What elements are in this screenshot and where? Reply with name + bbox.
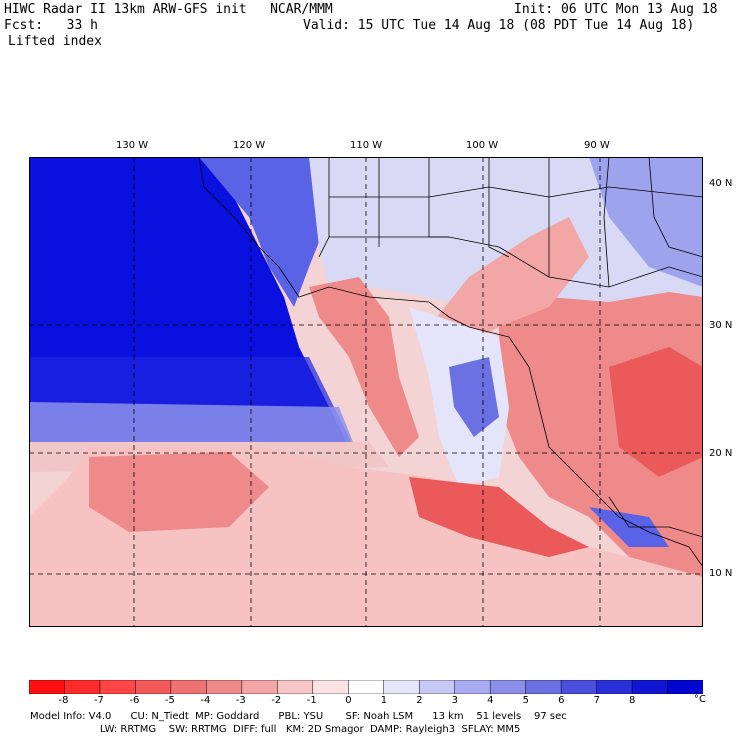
valid-time: Valid: 15 UTC Tue 14 Aug 18 (08 PDT Tue … [303,18,695,33]
lon-label-120w: 120 W [233,140,266,151]
model-info-line1: Model Info: V4.0 CU: N_Tiedt MP: Goddard… [30,711,567,722]
mexico-blue-core [449,357,499,437]
colorbar-swatch [241,680,279,694]
us-east-blue-region [589,157,703,287]
lon-label-110w: 110 W [350,140,383,151]
lifted-index-map [29,157,703,627]
graticule [29,157,703,627]
gulf-strong-red-region [609,347,703,477]
colorbar-swatch [525,680,562,694]
colorbar-swatch [312,680,350,694]
colorbar-tick-label: 1 [380,695,388,706]
colorbar-tick-label: -5 [164,695,175,706]
colorbar-tick-label: -7 [93,695,104,706]
colorbar-swatch [383,680,420,694]
colorbar-tick-label: 2 [416,695,423,706]
colorbar-tick-label: 8 [629,695,636,706]
colorbar-tick-label: 5 [522,695,529,706]
colorbar-tick-label: 0 [345,695,352,706]
colorbar-swatch [99,680,137,694]
colorbar-swatch [454,680,491,694]
lat-label-10n: 10 N [709,568,733,579]
political-borders [198,157,703,568]
forecast-hour: Fcst: 33 h [4,18,98,33]
colorbar-tick-label: -2 [271,695,282,706]
model-title: HIWC Radar II 13km ARW-GFS init NCAR/MMM [4,2,333,17]
colorbar-tick-label: -1 [306,695,317,706]
lat-label-30n: 30 N [709,320,733,331]
colorbar-swatch [631,680,669,694]
colorbar-swatch [489,680,527,694]
lon-label-130w: 130 W [116,140,149,151]
colorbar-swatch [64,680,101,694]
model-info-line2: LW: RRTMG SW: RRTMG DIFF: full KM: 2D Sm… [30,724,521,735]
map-frame [29,157,703,627]
colorbar-tick-label: -6 [129,695,140,706]
colorbar-swatch [348,680,385,694]
colorbar-tick-label: -8 [58,695,69,706]
colorbar-swatch [667,680,703,694]
baja-sonora-red-region [309,277,419,457]
colorbar-swatch [206,680,243,694]
colorbar-swatch [135,680,172,694]
colorbar [29,680,703,694]
colorbar-swatch [170,680,208,694]
colorbar-swatch [560,680,598,694]
colorbar-tick-label: 4 [487,695,494,706]
colorbar-tick-label: 6 [558,695,565,706]
colorbar-swatch [596,680,633,694]
lat-label-40n: 40 N [709,178,733,189]
init-time: Init: 06 UTC Mon 13 Aug 18 [514,2,718,17]
colorbar-tick-label: -3 [235,695,246,706]
colorbar-tick-label: 7 [593,695,600,706]
colorbar-tick-label: -4 [200,695,211,706]
lat-label-20n: 20 N [709,448,733,459]
colorbar-unit: °C [694,694,706,705]
colorbar-swatch [29,680,66,694]
field-name: Lifted index [8,34,102,49]
colorbar-swatch [418,680,456,694]
lon-label-90w: 90 W [584,140,610,151]
california-blue-region [199,157,329,307]
colorbar-tick-label: 3 [451,695,459,706]
lon-label-100w: 100 W [466,140,499,151]
tropical-red-patch-east [409,477,589,557]
colorbar-swatch [277,680,314,694]
